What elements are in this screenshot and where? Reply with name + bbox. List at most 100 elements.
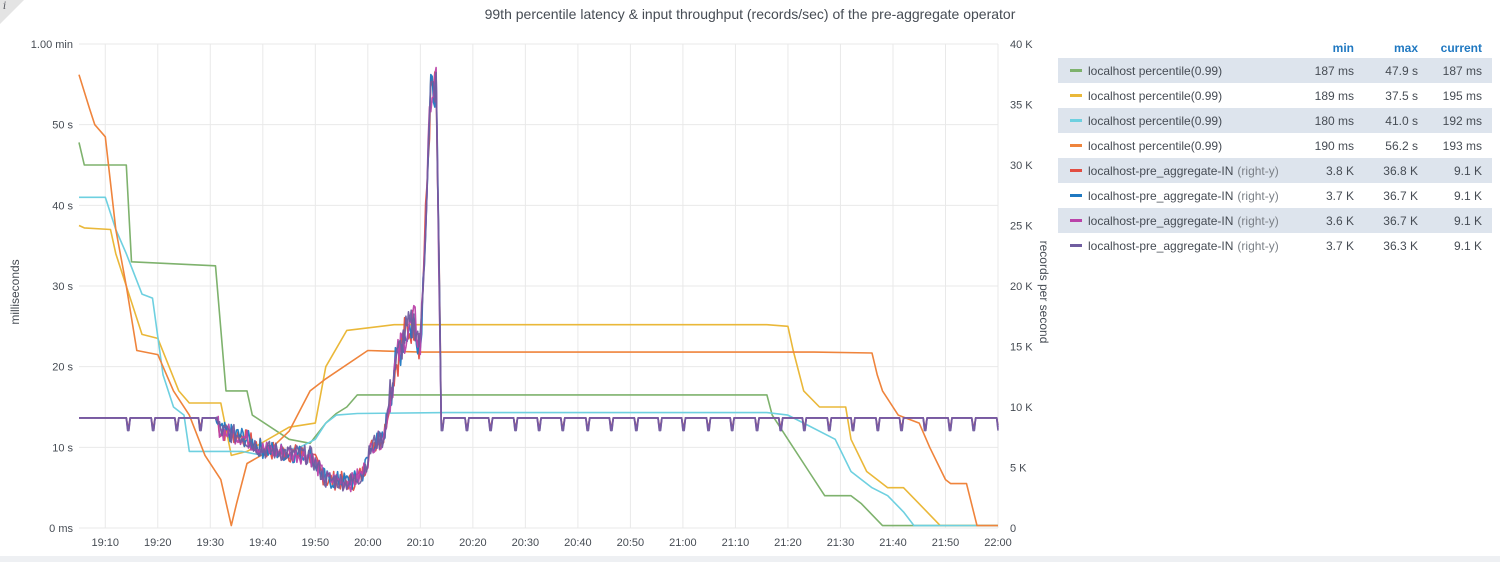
latency-series-line — [78, 142, 998, 527]
legend-value-current: 9.1 K — [1453, 188, 1482, 203]
y-axis-label: milliseconds — [8, 259, 22, 324]
legend-series-name[interactable]: localhost-pre_aggregate-IN (right-y) — [1088, 238, 1279, 253]
legend-value-current: 187 ms — [1442, 63, 1482, 78]
legend-series-name[interactable]: localhost-pre_aggregate-IN (right-y) — [1088, 163, 1279, 178]
legend-series-name[interactable]: localhost-pre_aggregate-IN (right-y) — [1088, 188, 1279, 203]
x-tick-label: 21:50 — [932, 537, 960, 549]
legend-value-max: 36.3 K — [1383, 238, 1418, 253]
legend-header-min[interactable]: min — [1332, 41, 1354, 55]
legend-value-max: 36.8 K — [1383, 163, 1418, 178]
y2-tick-label: 20 K — [1010, 281, 1033, 293]
legend-value-current: 9.1 K — [1453, 213, 1482, 228]
x-tick-label: 21:10 — [722, 537, 750, 549]
y-tick-label: 1.00 min — [31, 39, 73, 51]
legend-axis-suffix: (right-y) — [1237, 213, 1279, 228]
legend-row[interactable]: localhost percentile(0.99) 187 ms 47.9 s 18… — [1058, 58, 1492, 83]
legend-header: min max current — [1058, 38, 1492, 58]
legend-row[interactable]: localhost-pre_aggregate-IN (right-y) 3.8 K… — [1058, 158, 1492, 183]
panel-corner — [0, 0, 24, 24]
y-right-axis: 0 5 K 10 K 15 K 20 K 25 K 30 K 35 K 40 K — [1010, 39, 1033, 535]
x-tick-label: 20:00 — [354, 537, 382, 549]
x-tick-label: 20:30 — [512, 537, 540, 549]
legend-value-min: 3.7 K — [1325, 188, 1354, 203]
legend-value-min: 3.8 K — [1325, 163, 1354, 178]
legend-series-name[interactable]: localhost percentile(0.99) — [1088, 63, 1223, 78]
chart-title: 99th percentile latency & input throughp… — [484, 6, 1016, 22]
y2-tick-label: 25 K — [1010, 221, 1033, 233]
legend-series-name[interactable]: localhost percentile(0.99) — [1088, 113, 1223, 128]
x-tick-label: 19:50 — [302, 537, 330, 549]
legend-swatch[interactable] — [1070, 119, 1082, 122]
legend-value-max: 36.7 K — [1383, 213, 1418, 228]
y-tick-label: 30 s — [52, 281, 73, 293]
y2-tick-label: 5 K — [1010, 463, 1027, 475]
legend-axis-suffix: (right-y) — [1237, 188, 1279, 203]
x-tick-label: 20:50 — [617, 537, 645, 549]
legend-rows: localhost percentile(0.99) 187 ms 47.9 s 18… — [1058, 58, 1492, 258]
legend-row[interactable]: localhost percentile(0.99) 180 ms 41.0 s 19… — [1058, 108, 1492, 133]
legend-header-max[interactable]: max — [1393, 41, 1418, 55]
legend-value-current: 195 ms — [1442, 88, 1482, 103]
legend-axis-suffix: (right-y) — [1237, 163, 1279, 178]
panel-bottom-border — [0, 556, 1500, 562]
legend-swatch[interactable] — [1070, 69, 1082, 72]
legend-swatch[interactable] — [1070, 219, 1082, 222]
legend-series-name[interactable]: localhost-pre_aggregate-IN (right-y) — [1088, 213, 1279, 228]
legend-value-current: 192 ms — [1442, 113, 1482, 128]
chart-canvas: 0 ms 10 s 20 s 30 s 40 s 50 s 1.00 min 0 5 K 10 … — [8, 39, 1051, 549]
legend-series-name[interactable]: localhost percentile(0.99) — [1088, 88, 1223, 103]
legend-series-name[interactable]: localhost percentile(0.99) — [1088, 138, 1223, 153]
legend-value-min: 189 ms — [1314, 88, 1354, 103]
x-tick-label: 19:20 — [144, 537, 172, 549]
y-tick-label: 20 s — [52, 362, 73, 374]
legend-row[interactable]: localhost-pre_aggregate-IN (right-y) 3.7 K… — [1058, 183, 1492, 208]
legend-value-max: 37.5 s — [1385, 88, 1418, 103]
legend-value-max: 56.2 s — [1385, 138, 1418, 153]
legend: min max current localhost percentile(0.9… — [1058, 38, 1492, 258]
y-left-axis: 0 ms 10 s 20 s 30 s 40 s 50 s 1.00 min — [31, 39, 74, 535]
info-icon[interactable]: i — [3, 1, 7, 12]
legend-value-current: 193 ms — [1442, 138, 1482, 153]
legend-value-min: 3.6 K — [1325, 213, 1354, 228]
x-tick-label: 19:30 — [197, 537, 225, 549]
legend-value-current: 9.1 K — [1453, 163, 1482, 178]
y2-tick-label: 10 K — [1010, 402, 1033, 414]
y2-tick-label: 30 K — [1010, 160, 1033, 172]
x-tick-label: 22:00 — [984, 537, 1012, 549]
legend-value-min: 180 ms — [1314, 113, 1354, 128]
legend-value-max: 47.9 s — [1385, 63, 1418, 78]
legend-row[interactable]: localhost-pre_aggregate-IN (right-y) 3.6 K… — [1058, 208, 1492, 233]
legend-header-current[interactable]: current — [1440, 41, 1482, 55]
latency-series-line — [78, 74, 998, 527]
legend-row[interactable]: localhost-pre_aggregate-IN (right-y) 3.7 K… — [1058, 233, 1492, 258]
y-tick-label: 50 s — [52, 120, 73, 132]
throughput-series-line — [79, 71, 999, 492]
latency-series-line — [78, 224, 998, 527]
y2-tick-label: 40 K — [1010, 39, 1033, 51]
y2-tick-label: 0 — [1010, 523, 1016, 535]
legend-swatch[interactable] — [1070, 169, 1082, 172]
x-axis: 19:10 19:20 19:30 19:40 19:50 20:00 20:10 20:20… — [91, 537, 1011, 549]
x-tick-label: 21:30 — [827, 537, 855, 549]
y-tick-label: 0 ms — [49, 523, 73, 535]
x-tick-label: 20:40 — [564, 537, 592, 549]
legend-row[interactable]: localhost percentile(0.99) 189 ms 37.5 s 19… — [1058, 83, 1492, 108]
x-tick-label: 20:10 — [407, 537, 435, 549]
legend-swatch[interactable] — [1070, 194, 1082, 197]
x-tick-label: 21:40 — [879, 537, 907, 549]
x-tick-label: 19:10 — [91, 537, 119, 549]
latency-series-line — [79, 196, 998, 527]
y2-tick-label: 35 K — [1010, 100, 1033, 112]
legend-value-min: 190 ms — [1314, 138, 1354, 153]
y2-tick-label: 15 K — [1010, 342, 1033, 354]
legend-swatch[interactable] — [1070, 244, 1082, 247]
legend-value-max: 36.7 K — [1383, 188, 1418, 203]
legend-axis-suffix: (right-y) — [1237, 238, 1279, 253]
legend-swatch[interactable] — [1070, 144, 1082, 147]
legend-value-current: 9.1 K — [1453, 238, 1482, 253]
legend-value-min: 187 ms — [1314, 63, 1354, 78]
legend-value-max: 41.0 s — [1385, 113, 1418, 128]
legend-swatch[interactable] — [1070, 94, 1082, 97]
legend-row[interactable]: localhost percentile(0.99) 190 ms 56.2 s 19… — [1058, 133, 1492, 158]
x-tick-label: 21:20 — [774, 537, 802, 549]
